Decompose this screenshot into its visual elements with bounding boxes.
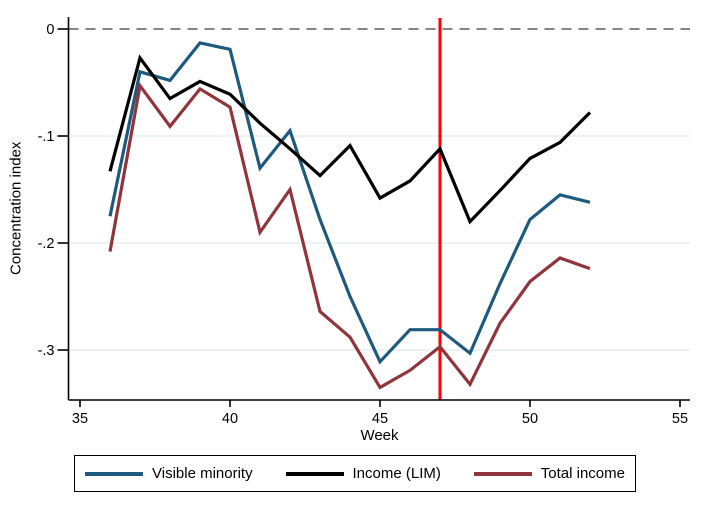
x-tick-label: 45 <box>372 411 388 427</box>
legend: Visible minority Income (LIM) Total inco… <box>74 455 636 492</box>
y-tick-label: -.3 <box>38 343 55 359</box>
series-line-income-lim- <box>108 54 592 225</box>
y-axis-title: Concentration index <box>7 141 25 276</box>
x-axis-title: Week <box>360 427 399 444</box>
x-tick-label: 35 <box>72 411 88 427</box>
series-line-total-income <box>108 81 591 390</box>
y-tick-label: -.2 <box>38 236 55 252</box>
legend-label: Total income <box>540 465 625 482</box>
y-tick-label: -.1 <box>38 129 55 145</box>
legend-line-swatch-maroon <box>473 471 532 476</box>
series-line-visible-minority <box>108 41 591 365</box>
legend-line-swatch-black <box>285 471 344 476</box>
x-tick-label: 50 <box>522 411 538 427</box>
legend-line-swatch-blue <box>85 471 143 476</box>
x-tick-label: 40 <box>222 411 238 427</box>
x-tick-label: 55 <box>672 411 688 427</box>
legend-label: Income (LIM) <box>352 465 441 482</box>
y-tick-label: 0 <box>46 22 54 38</box>
legend-item-income-lim: Income (LIM) <box>285 465 441 482</box>
legend-item-visible-minority: Visible minority <box>85 465 253 482</box>
legend-item-total-income: Total income <box>473 465 625 482</box>
legend-label: Visible minority <box>152 465 253 482</box>
